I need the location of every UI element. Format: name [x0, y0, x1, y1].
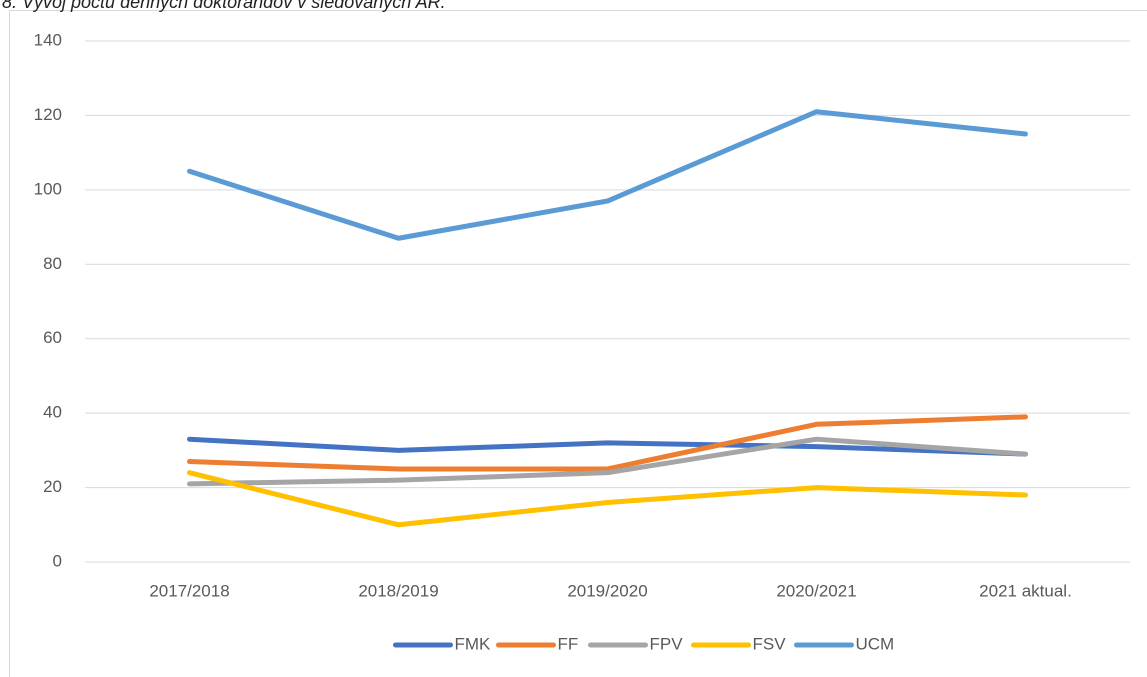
- y-tick-label: 100: [34, 179, 62, 198]
- y-tick-label: 0: [53, 551, 62, 570]
- series-line: [187, 436, 1028, 457]
- series-line: [187, 436, 1028, 487]
- x-tick-label: 2019/2020: [567, 581, 647, 600]
- y-tick-label: 40: [43, 403, 62, 422]
- y-tick-label: 120: [34, 105, 62, 124]
- y-tick-label: 20: [43, 477, 62, 496]
- series-line: [187, 470, 1028, 528]
- chart-title: 8. Vývoj počtu denných doktorandov v sle…: [2, 0, 446, 12]
- series-line: [187, 414, 1028, 472]
- x-tick-label: 2017/2018: [149, 581, 229, 600]
- series-line: [187, 109, 1028, 241]
- x-tick-label: 2018/2019: [358, 581, 438, 600]
- chart-border: [9, 10, 1147, 677]
- x-tick-label: 2020/2021: [776, 581, 856, 600]
- x-tick-label: 2021 aktual.: [979, 581, 1072, 600]
- legend-label: FSV: [753, 634, 787, 653]
- legend-label: UCM: [856, 634, 895, 653]
- legend-label: FF: [558, 634, 579, 653]
- y-tick-label: 140: [34, 30, 62, 49]
- legend-label: FMK: [455, 634, 492, 653]
- y-tick-label: 80: [43, 254, 62, 273]
- legend-label: FPV: [650, 634, 684, 653]
- y-tick-label: 60: [43, 328, 62, 347]
